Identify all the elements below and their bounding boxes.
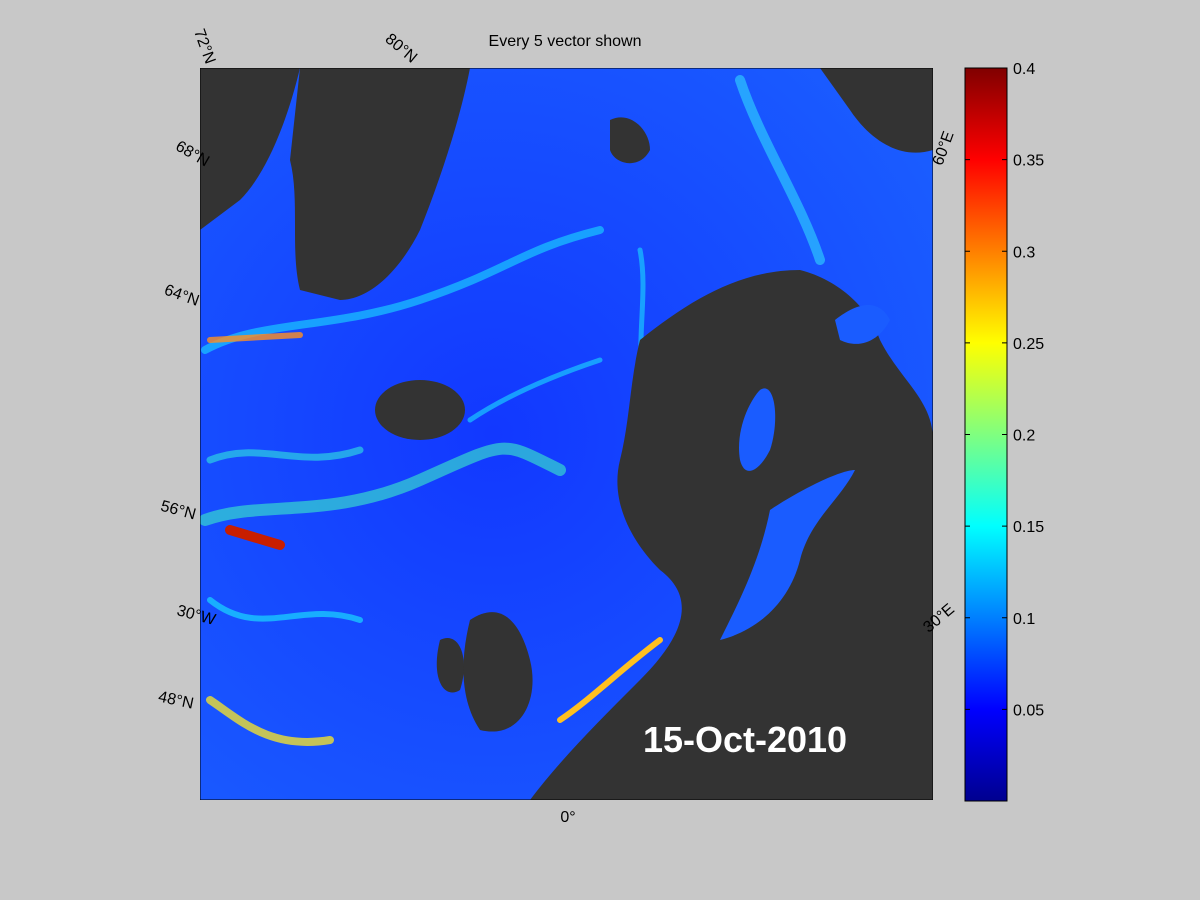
graticule-label: 72°N xyxy=(190,27,218,66)
colorbar-tick-label: 0.4 xyxy=(1013,61,1035,78)
colorbar-ticks: 0.05 0.1 0.15 0.2 0.25 0.3 0.35 0.4 xyxy=(965,61,1044,719)
graticule-label: 64°N xyxy=(162,282,201,310)
map-area xyxy=(200,68,933,800)
colorbar-tick-label: 0.35 xyxy=(1013,153,1044,170)
inland-seas xyxy=(720,305,890,640)
colorbar-tick-label: 0.05 xyxy=(1013,702,1044,719)
graticule-label: 48°N xyxy=(157,689,196,713)
colorbar-tick-label: 0.15 xyxy=(1013,519,1044,536)
map-title: Every 5 vector shown xyxy=(489,33,642,50)
colorbar-tick-label: 0.2 xyxy=(1013,428,1035,445)
colorbar-tick-label: 0.1 xyxy=(1013,611,1035,628)
colorbar-tick-label: 0.25 xyxy=(1013,336,1044,353)
colorbar-tick-label: 0.3 xyxy=(1013,244,1035,261)
graticule-label: 0° xyxy=(560,809,575,826)
colorbar xyxy=(964,67,1008,802)
land xyxy=(200,68,933,800)
graticule-label: 60°E xyxy=(930,129,958,168)
date-label: 15-Oct-2010 xyxy=(643,719,847,760)
graticule-label: 80°N xyxy=(382,31,420,67)
graticule-label: 56°N xyxy=(159,498,198,524)
